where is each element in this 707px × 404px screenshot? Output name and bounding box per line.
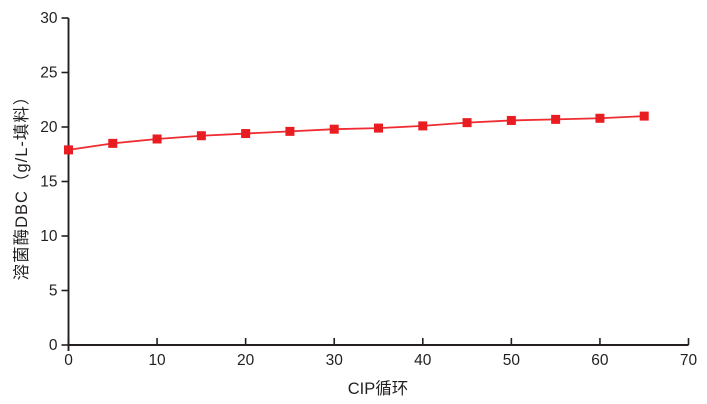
series-line (68, 115, 645, 151)
x-tick-label: 70 (680, 352, 698, 369)
y-tick-label: 25 (40, 65, 57, 82)
data-point-marker (329, 124, 339, 134)
data-point-marker (639, 111, 649, 121)
data-point-marker (152, 134, 162, 144)
x-tick-label: 10 (148, 352, 166, 369)
y-axis-label: 溶菌酶DBC（g/L-填料） (13, 87, 31, 281)
x-tick-label: 60 (591, 352, 609, 369)
data-point-marker (595, 113, 605, 123)
x-tick-label: 0 (64, 352, 73, 369)
data-point-marker (108, 138, 118, 148)
x-axis-label: CIP循环 (347, 380, 409, 398)
y-tick-label: 20 (40, 119, 58, 136)
y-tick-label: 0 (49, 337, 58, 354)
data-point-marker (64, 145, 73, 155)
data-point-marker (418, 121, 428, 131)
data-point-marker (506, 115, 516, 125)
data-point-marker (241, 129, 251, 139)
data-point-marker (285, 126, 295, 136)
x-tick-label: 20 (237, 352, 255, 369)
x-tick-label: 50 (503, 352, 521, 369)
data-point-marker (374, 123, 383, 133)
y-tick-label: 5 (49, 283, 58, 300)
data-point-marker (551, 114, 561, 124)
x-tick-label: 40 (414, 352, 432, 369)
y-tick-label: 10 (40, 228, 58, 245)
data-point-marker (462, 118, 472, 128)
y-tick-label: 30 (40, 10, 58, 27)
data-point-marker (196, 131, 206, 141)
y-tick-label: 15 (40, 174, 57, 191)
x-tick-label: 30 (326, 352, 344, 369)
